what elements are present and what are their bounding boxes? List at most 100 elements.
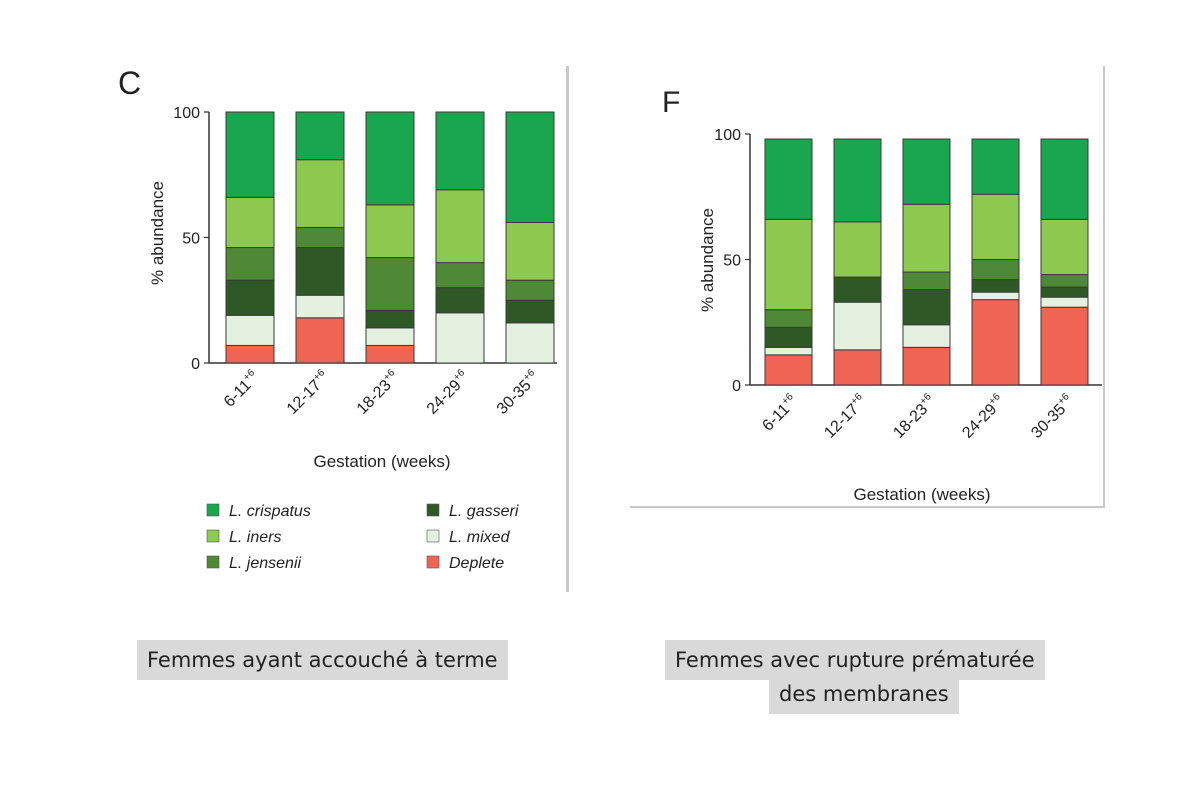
panel-c-x-tick-superscript: +6	[241, 367, 257, 383]
panel-c-legend-swatch-l-jensenii	[206, 555, 220, 569]
panel-c-x-tick-label: 30-35+6	[492, 367, 543, 418]
panel-c-legend-label-l-mixed: L. mixed	[449, 529, 511, 546]
panel-c-bar-12-17-l-iners	[295, 159, 345, 228]
panel-f-x-tick-superscript: +6	[1056, 391, 1072, 407]
panel-c-bar-30-35-l-mixed	[505, 322, 555, 364]
panel-f-bar-24-29-l-crispatus	[971, 138, 1020, 195]
panel-c-legend-swatch-deplete	[426, 555, 440, 569]
panel-f-x-tick-label: 18-23+6	[889, 391, 940, 442]
panel-c-legend-swatch-l-crispatus	[206, 503, 220, 517]
panel-c-y-axis-label: % abundance	[148, 181, 167, 285]
panel-c-legend-label-l-jensenii: L. jensenii	[229, 555, 301, 572]
panel-c-x-tick-label: 6-11+6	[220, 367, 264, 411]
panel-c-bar-30-35-l-iners	[505, 221, 555, 281]
panel-f-bar-30-35-l-gasseri	[1040, 286, 1089, 298]
caption-prom-line1: Femmes avec rupture prématurée	[665, 640, 1045, 680]
panel-c-y-tick-label: 0	[191, 356, 200, 373]
panel-c-x-tick-label: 24-29+6	[422, 367, 473, 418]
panel-c-bar-30-35-l-crispatus	[505, 111, 555, 223]
panel-f-x-tick-superscript: +6	[780, 391, 796, 407]
panel-c-x-tick-superscript: +6	[521, 367, 537, 383]
panel-f-bar-6-11-l-iners	[764, 218, 813, 311]
panel-c-legend-swatch-l-iners	[206, 529, 220, 543]
panel-c-bar-12-17-l-crispatus	[295, 111, 345, 161]
panel-c-bar-6-11-l-jensenii	[225, 247, 275, 281]
panel-f-bar-24-29-l-gasseri	[971, 279, 1020, 293]
panel-divider	[566, 66, 569, 592]
panel-f-x-tick-label: 30-35+6	[1027, 391, 1078, 442]
panel-f-bar-18-23-l-iners	[902, 203, 951, 273]
panel-f-x-tick-superscript: +6	[849, 391, 865, 407]
panel-f-bar-12-17-l-iners	[833, 221, 882, 278]
panel-c-bar-18-23-l-mixed	[365, 327, 415, 346]
panel-f-bar-6-11-l-gasseri	[764, 326, 813, 348]
panel-c-x-tick-superscript: +6	[381, 367, 397, 383]
panel-f-bar-12-17-l-mixed	[833, 301, 882, 351]
panel-f-bar-6-11-l-crispatus	[764, 138, 813, 220]
panel-f-x-tick-label: 6-11+6	[758, 391, 802, 435]
panel-c-bar-24-29-l-gasseri	[435, 287, 485, 314]
panel-c-bar-12-17-l-mixed	[295, 294, 345, 319]
panel-c-x-tick-superscript: +6	[451, 367, 467, 383]
panel-c-legend: L. crispatus L. iners L. jensenii L. gasser…	[206, 503, 519, 572]
panel-f-y-axis-label: % abundance	[698, 208, 717, 312]
panel-f-bar-6-11-l-jensenii	[764, 309, 813, 328]
panel-f-bar-18-23-l-jensenii	[902, 271, 951, 291]
panel-f-bar-24-29-l-iners	[971, 193, 1020, 261]
panel-c-bar-30-35-l-gasseri	[505, 299, 555, 324]
panel-c-bar-6-11-l-mixed	[225, 314, 275, 346]
panel-f-bar-12-17-l-crispatus	[833, 138, 882, 223]
panel-c-bar-6-11-l-crispatus	[225, 111, 275, 198]
panel-c-chart: C 0 50 100 % abundance 6-11+6 12-17+6 18-23+6 24…	[118, 65, 557, 572]
panel-f-bar-6-11-l-mixed	[764, 346, 813, 356]
panel-f-bottom-border	[630, 506, 1105, 508]
panel-c-legend-label-l-crispatus: L. crispatus	[229, 503, 311, 520]
panel-c-bar-6-11-deplete	[225, 344, 275, 364]
panel-f-x-tick-label: 24-29+6	[958, 391, 1009, 442]
panel-f-bar-24-29-l-jensenii	[971, 259, 1020, 281]
panel-c-x-axis-label: Gestation (weeks)	[314, 452, 451, 471]
panel-c-y-tick-label: 50	[182, 231, 200, 248]
panel-f-bar-30-35-deplete	[1040, 306, 1089, 386]
panel-f-chart: F 0 50 100 % abundance 6-11+6 12-17+6 18-23+6 24…	[662, 86, 1102, 504]
panel-f-x-tick-label: 12-17+6	[820, 391, 871, 442]
panel-c-y-tick-label: 100	[173, 105, 200, 122]
panel-f-y-tick-label: 0	[732, 378, 741, 395]
panel-c-bar-6-11-l-gasseri	[225, 279, 275, 316]
panel-f-bar-30-35-l-jensenii	[1040, 274, 1089, 288]
panel-f-bar-12-17-deplete	[833, 349, 882, 386]
panel-c-x-tick-label: 12-17+6	[282, 367, 333, 418]
panel-f-bar-30-35-l-crispatus	[1040, 138, 1089, 220]
panel-c-bar-24-29-l-crispatus	[435, 111, 485, 191]
panel-c-bar-18-23-l-jensenii	[365, 257, 415, 311]
panel-f-x-tick-superscript: +6	[987, 391, 1003, 407]
panel-f-right-border	[1103, 66, 1105, 508]
panel-c-legend-label-deplete: Deplete	[449, 555, 504, 572]
panel-c-bar-30-35-l-jensenii	[505, 279, 555, 301]
panel-f-bar-30-35-l-mixed	[1040, 296, 1089, 308]
panel-c-x-tick-superscript: +6	[311, 367, 327, 383]
panel-c-legend-label-l-iners: L. iners	[229, 529, 281, 546]
panel-f-bar-18-23-l-gasseri	[902, 289, 951, 326]
panel-f-x-tick-superscript: +6	[918, 391, 934, 407]
panel-f-bar-6-11-deplete	[764, 354, 813, 386]
panel-c-bar-6-11-l-iners	[225, 196, 275, 249]
panel-f-bar-24-29-l-mixed	[971, 291, 1020, 301]
panel-c-bar-12-17-l-gasseri	[295, 247, 345, 296]
panel-c-x-tick-label: 18-23+6	[352, 367, 403, 418]
panel-c-bar-12-17-l-jensenii	[295, 226, 345, 249]
panel-c-bar-24-29-l-mixed	[435, 312, 485, 364]
caption-term-births: Femmes ayant accouché à terme	[137, 640, 508, 680]
panel-c-bar-18-23-l-crispatus	[365, 111, 415, 206]
panel-c-bar-12-17-deplete	[295, 317, 345, 364]
panel-f-x-axis-label: Gestation (weeks)	[854, 485, 991, 504]
panel-f-y-tick-label: 50	[723, 253, 741, 270]
panel-f-bar-24-29-deplete	[971, 299, 1020, 386]
panel-f-bar-12-17-l-gasseri	[833, 276, 882, 303]
panel-c-bar-18-23-l-iners	[365, 204, 415, 259]
panel-c-legend-label-l-gasseri: L. gasseri	[449, 503, 519, 520]
panel-f-bar-30-35-l-iners	[1040, 218, 1089, 276]
panel-f-y-tick-label: 100	[714, 127, 741, 144]
panel-c-bar-18-23-l-gasseri	[365, 309, 415, 329]
